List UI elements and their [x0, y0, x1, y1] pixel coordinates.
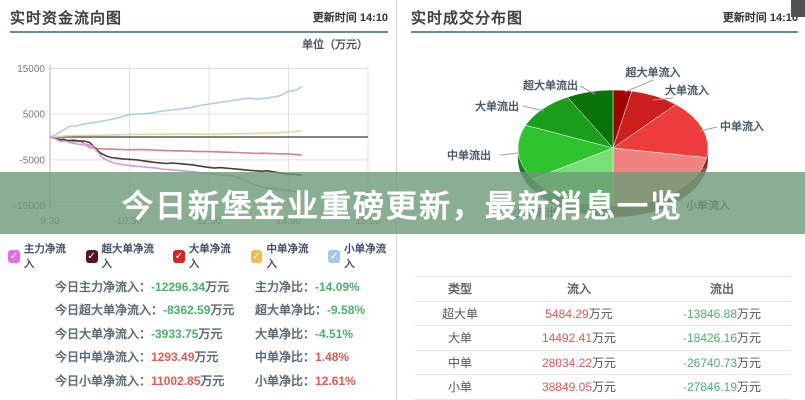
table-header-cell: 流出: [709, 282, 734, 297]
distribution-header: 实时成交分布图 更新时间 14:10: [411, 5, 798, 33]
cell-type: 中单: [447, 355, 472, 370]
pie-label-超大单流出: 超大单流出: [522, 78, 578, 92]
checkbox-checked-icon[interactable]: ✓: [328, 249, 341, 263]
series-line-大单净流入: [49, 136, 302, 156]
cell-outflow: -26740.73万元: [682, 355, 762, 370]
ratio-label: 主力净比：: [255, 280, 316, 294]
stat-unit: 万元: [210, 303, 235, 318]
cell-outflow: -27846.19万元: [682, 380, 762, 395]
cell-type: 大单: [447, 331, 472, 346]
pie-label-中单流入: 中单流入: [720, 119, 764, 133]
legend-label: 大单净流入: [188, 243, 231, 270]
ratio-value: -9.58%: [327, 303, 366, 318]
pie-label-大单流出: 大单流出: [475, 99, 519, 113]
stat-value: -3933.75: [151, 326, 199, 341]
checkbox-checked-icon[interactable]: ✓: [8, 249, 20, 263]
ratio-label: 超大单净比：: [255, 303, 328, 318]
distribution-update-time: 更新时间 14:10: [722, 12, 798, 24]
table-header-row: 类型 流入 流出: [415, 277, 791, 302]
stat-unit: 万元: [198, 326, 223, 341]
legend-checkbox-item[interactable]: ✓ 超大单净流入: [85, 241, 159, 271]
capital-flow-title: 实时资金流向图: [10, 9, 123, 27]
table-header-cell: 流入: [566, 282, 591, 297]
cell-inflow: 28034.22万元: [541, 355, 617, 370]
net-inflow-stats: 今日主力净流入：-12296.34万元 主力净比：-14.09% 今日超大单净流入：…: [55, 278, 391, 395]
series-line-超大单净流入: [49, 136, 302, 176]
distribution-title: 实时成交分布图: [411, 9, 524, 27]
unit-label: 单位（万元）: [302, 37, 368, 51]
inflow-outflow-table: 类型 流入 流出超大单 5484.29万元 -13846.88万元大单 14492.41万…: [415, 276, 791, 400]
stat-label: 今日小单净流入：: [55, 373, 152, 388]
checkbox-checked-icon[interactable]: ✓: [250, 249, 263, 263]
stat-unit: 万元: [200, 373, 225, 388]
pie-label-leader: [522, 105, 545, 112]
pie-label-中单流出: 中单流出: [447, 148, 491, 162]
y-axis-tick-label: 5000: [23, 110, 46, 121]
checkbox-checked-icon[interactable]: ✓: [172, 249, 185, 263]
capital-flow-header: 实时资金流向图 更新时间 14:10: [10, 5, 388, 33]
news-banner[interactable]: 今日新堡金业重磅更新，最新消息一览: [0, 172, 805, 234]
stat-unit: 万元: [205, 280, 230, 294]
table-row: 大单 14492.41万元 -18426.16万元: [415, 326, 791, 351]
pie-label-leader: [579, 85, 596, 95]
checkbox-checked-icon[interactable]: ✓: [85, 249, 98, 263]
legend-checkbox-item[interactable]: ✓ 小单净流入: [328, 241, 392, 271]
series-line-小单净流入: [49, 86, 303, 138]
series-legend: ✓ 主力净流入 ✓ 超大单净流入 ✓ 大单净流入 ✓ 中单净流入 ✓ 小单净流入: [8, 241, 392, 271]
cell-inflow: 14492.41万元: [541, 331, 617, 346]
stats-row: 今日小单净流入：11002.85万元 小单净比：12.61%: [55, 372, 391, 395]
window-corner-block: [791, 0, 805, 17]
ratio-value: -14.09%: [315, 280, 360, 294]
pie-label-leader: [652, 97, 674, 101]
table-row: 超大单 5484.29万元 -13846.88万元: [415, 302, 791, 326]
legend-label: 小单净流入: [344, 243, 387, 270]
news-banner-text: 今日新堡金业重磅更新，最新消息一览: [122, 188, 683, 224]
ratio-value: 12.61%: [315, 373, 356, 388]
ratio-value: 1.48%: [315, 350, 350, 365]
stats-row: 今日中单净流入：1293.49万元 中单净比：1.48%: [55, 348, 391, 371]
legend-checkbox-item[interactable]: ✓ 中单净流入: [250, 241, 315, 271]
stats-row: 今日主力净流入：-12296.34万元 主力净比：-14.09%: [55, 278, 391, 301]
y-axis-tick-label: -5000: [19, 155, 45, 166]
pie-label-超大单流入: 超大单流入: [625, 65, 681, 79]
pie-label-leader: [699, 126, 718, 132]
pie-label-大单流入: 大单流入: [665, 83, 709, 97]
legend-label: 主力净流入: [23, 243, 66, 270]
cell-type: 超大单: [441, 306, 478, 321]
table-row: 中单 28034.22万元 -26740.73万元: [415, 351, 791, 375]
stat-label: 今日中单净流入：: [55, 350, 152, 365]
table-header-cell: 类型: [447, 282, 472, 297]
cell-type: 小单: [447, 380, 472, 395]
ratio-value: -4.51%: [315, 326, 354, 341]
ratio-label: 小单净比：: [255, 373, 316, 388]
stat-value: 11002.85: [151, 373, 201, 388]
stat-value: -8362.59: [163, 303, 211, 318]
stats-row: 今日大单净流入：-3933.75万元 大单净比：-4.51%: [55, 325, 391, 348]
cell-outflow: -13846.88万元: [682, 306, 762, 321]
legend-checkbox-item[interactable]: ✓ 大单净流入: [172, 241, 237, 271]
series-line-中单净流入: [49, 130, 302, 138]
cell-inflow: 5484.29万元: [545, 306, 613, 321]
ratio-label: 大单净比：: [255, 326, 316, 341]
pie-label-leader: [624, 79, 654, 93]
cell-inflow: 38849.05万元: [541, 380, 617, 395]
legend-label: 中单净流入: [266, 243, 309, 270]
table-row: 小单 38849.05万元 -27846.19万元: [415, 375, 791, 400]
stat-label: 今日大单净流入：: [55, 326, 152, 341]
stat-value: -12296.34: [151, 280, 206, 294]
capital-flow-update-time: 更新时间 14:10: [312, 12, 388, 24]
legend-checkbox-item[interactable]: ✓ 主力净流入: [8, 241, 72, 271]
y-axis-tick-label: 15000: [17, 64, 45, 75]
pie-label-leader: [499, 152, 519, 156]
ratio-label: 中单净比：: [255, 350, 316, 365]
pie-slice-中单流入: [612, 104, 709, 158]
stat-label: 今日超大单净流入：: [55, 303, 164, 318]
legend-label: 超大单净流入: [101, 243, 155, 270]
stat-unit: 万元: [194, 350, 219, 365]
stat-value: 1293.49: [151, 350, 195, 365]
cell-outflow: -18426.16万元: [682, 331, 762, 346]
pie-slice-超大单流出: [566, 89, 614, 149]
stats-row: 今日超大单净流入：-8362.59万元 超大单净比：-9.58%: [55, 301, 391, 324]
stat-label: 今日主力净流入：: [55, 280, 152, 294]
